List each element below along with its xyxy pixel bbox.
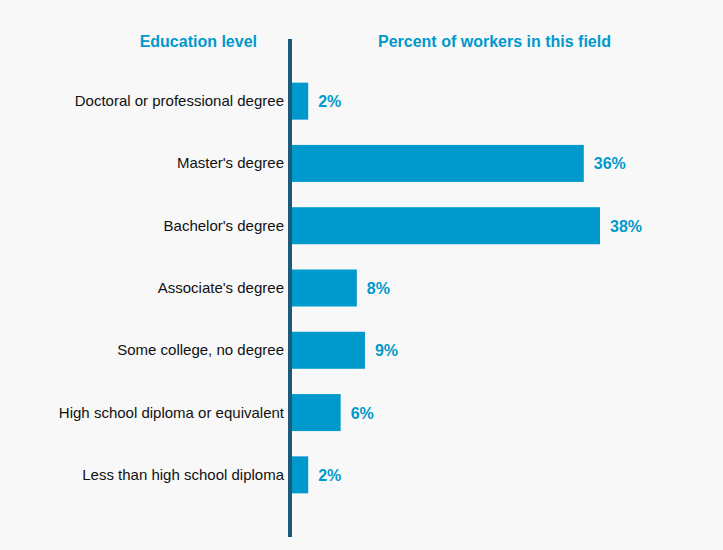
data-label: 9% xyxy=(375,342,398,359)
category-label: Bachelor's degree xyxy=(164,217,284,234)
bar xyxy=(292,332,365,369)
data-label: 2% xyxy=(318,467,341,484)
axis-line xyxy=(288,39,292,537)
bar xyxy=(292,207,600,244)
bar xyxy=(292,145,584,182)
data-label: 36% xyxy=(594,155,626,172)
category-label: Associate's degree xyxy=(158,279,284,296)
data-label: 38% xyxy=(610,218,642,235)
data-label: 8% xyxy=(367,280,390,297)
bar xyxy=(292,270,357,307)
category-label: Less than high school diploma xyxy=(82,466,284,483)
category-label: Doctoral or professional degree xyxy=(75,92,284,109)
category-label: High school diploma or equivalent xyxy=(59,404,285,421)
bar xyxy=(292,83,308,120)
bar xyxy=(292,394,341,431)
chart: Education level Percent of workers in thi… xyxy=(0,0,723,550)
axis-title: Percent of workers in this field xyxy=(378,33,611,50)
bars xyxy=(292,83,600,494)
category-label: Some college, no degree xyxy=(117,341,284,358)
bar xyxy=(292,456,308,493)
background xyxy=(0,0,723,550)
data-label: 2% xyxy=(318,93,341,110)
axis-title: Education level xyxy=(140,33,257,50)
chart-container: Education level Percent of workers in thi… xyxy=(0,0,723,550)
category-label: Master's degree xyxy=(177,154,284,171)
data-label: 6% xyxy=(351,405,374,422)
